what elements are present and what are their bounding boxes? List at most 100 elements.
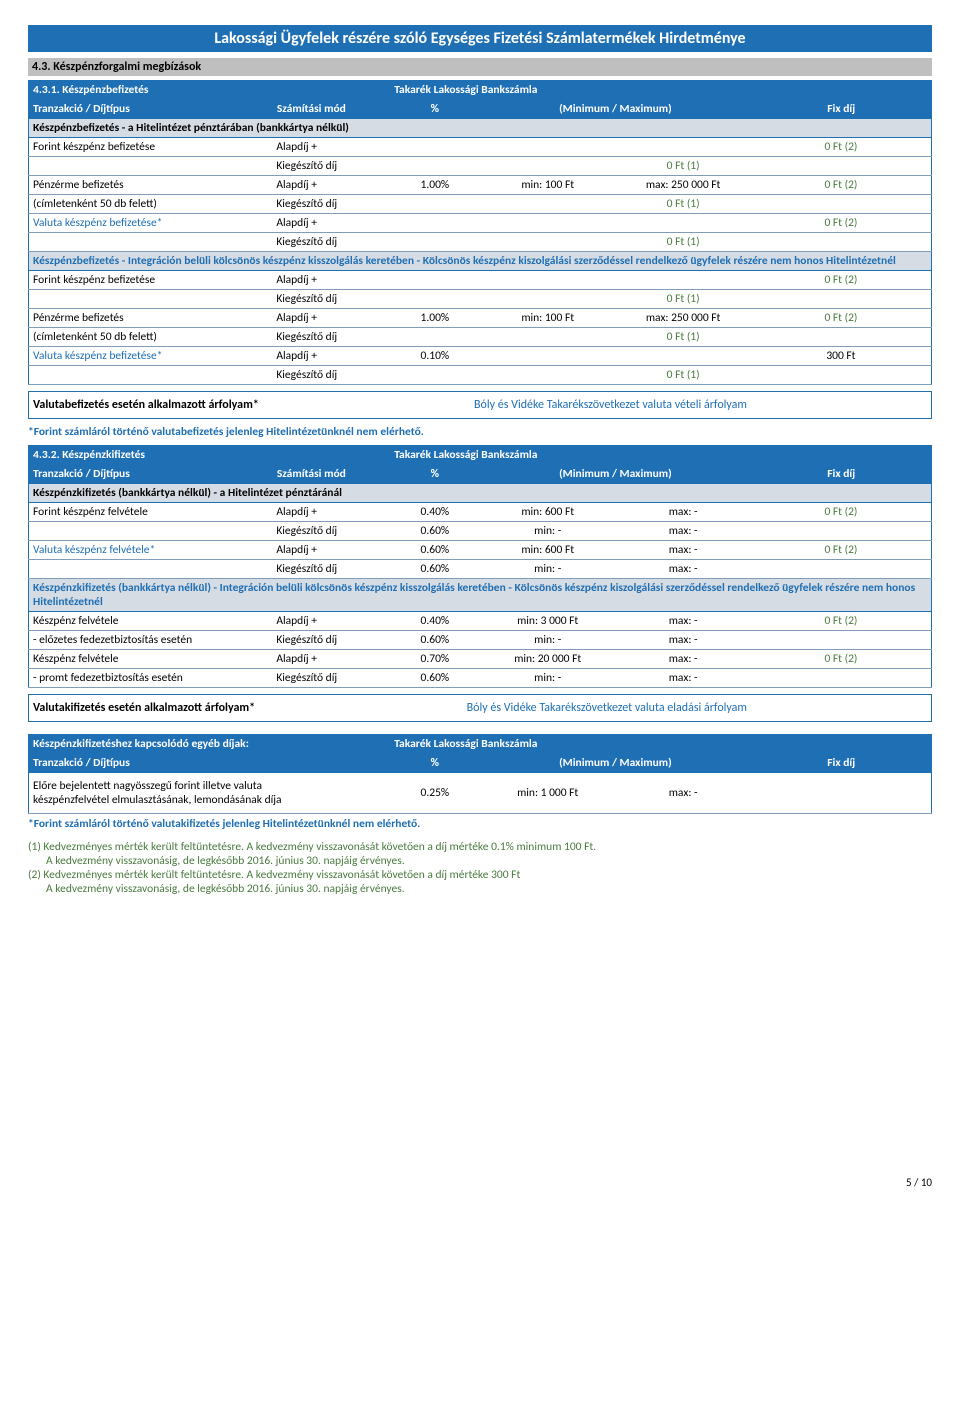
table-431: 4.3.1. Készpénzbefizetés Takarék Lakossá… <box>28 80 932 385</box>
table-row: Valuta készpénz felvétele*Alapdíj +0.60%… <box>29 541 932 560</box>
cell: 0 Ft (2) <box>751 612 932 631</box>
table-row: Forint készpénz felvételeAlapdíj +0.40%m… <box>29 503 932 522</box>
cell: min: 100 Ft <box>480 176 615 195</box>
note-box-2: Valutakifizetés esetén alkalmazott árfol… <box>28 694 932 722</box>
t1-c1: Tranzakció / Díjtípus <box>29 100 273 119</box>
cell <box>29 560 273 579</box>
cell: 1.00% <box>390 176 480 195</box>
cell: max: - <box>615 612 750 631</box>
cell <box>480 214 615 233</box>
note1-right: Bóly és Vidéke Takarékszövetkezet valuta… <box>474 398 927 412</box>
cell: Kiegészítő díj <box>272 195 389 214</box>
cell <box>751 522 932 541</box>
cell <box>751 195 932 214</box>
cell: 0.60% <box>390 631 480 650</box>
cell <box>615 214 750 233</box>
cell: max: - <box>615 631 750 650</box>
cell: Valuta készpénz befizetése* <box>29 347 273 366</box>
cell: 0 Ft (1) <box>615 290 750 309</box>
cell <box>751 233 932 252</box>
cell <box>390 138 480 157</box>
t2-c1: Tranzakció / Díjtípus <box>29 465 273 484</box>
t3-c3: % <box>390 754 480 773</box>
cell <box>480 347 615 366</box>
cell: 1.00% <box>390 309 480 328</box>
cell <box>480 328 615 347</box>
cell: Alapdíj + <box>272 309 389 328</box>
cell: Kiegészítő díj <box>272 631 389 650</box>
t1-header-right: Takarék Lakossági Bankszámla <box>390 81 932 100</box>
t2-c3: % <box>390 465 480 484</box>
t3-header-left: Készpénzkifizetéshez kapcsolódó egyéb dí… <box>29 735 390 754</box>
cell <box>751 328 932 347</box>
page-number: 5 / 10 <box>28 1176 932 1189</box>
cell <box>480 271 615 290</box>
cell: Kiegészítő díj <box>272 669 389 688</box>
cell: Kiegészítő díj <box>272 560 389 579</box>
cell: 0.60% <box>390 669 480 688</box>
cell: max: 250 000 Ft <box>615 309 750 328</box>
t3-max: max: - <box>615 773 750 814</box>
cell: (címletenként 50 db felett) <box>29 328 273 347</box>
cell: 0 Ft (1) <box>615 328 750 347</box>
cell <box>29 366 273 385</box>
kedvez-1a: (1) Kedvezményes mérték került feltüntet… <box>28 840 932 854</box>
cell: Pénzérme befizetés <box>29 309 273 328</box>
t1-c5: Fix díj <box>751 100 932 119</box>
table-row: Készpénz felvételeAlapdíj +0.40%min: 3 0… <box>29 612 932 631</box>
table-row: Kiegészítő díj0.60%min: -max: - <box>29 522 932 541</box>
t3-c2 <box>272 754 389 773</box>
cell: min: 100 Ft <box>480 309 615 328</box>
cell: Kiegészítő díj <box>272 522 389 541</box>
cell: min: - <box>480 522 615 541</box>
cell: Alapdíj + <box>272 541 389 560</box>
cell: max: - <box>615 522 750 541</box>
cell <box>390 214 480 233</box>
note-box-1: Valutabefizetés esetén alkalmazott árfol… <box>28 391 932 419</box>
cell <box>480 290 615 309</box>
cell <box>615 347 750 366</box>
cell: 0 Ft (1) <box>615 366 750 385</box>
cell: 0 Ft (2) <box>751 503 932 522</box>
cell: 0 Ft (2) <box>751 176 932 195</box>
cell: Valuta készpénz felvétele* <box>29 541 273 560</box>
cell: 0 Ft (2) <box>751 309 932 328</box>
table-row: Forint készpénz befizetéseAlapdíj +0 Ft … <box>29 271 932 290</box>
kedvez-1b: A kedvezmény visszavonásig, de legkésőbb… <box>28 854 932 868</box>
table-row: Kiegészítő díj0 Ft (1) <box>29 366 932 385</box>
cell: min: 600 Ft <box>480 541 615 560</box>
cell: 0 Ft (2) <box>751 138 932 157</box>
cell <box>480 157 615 176</box>
cell: max: - <box>615 541 750 560</box>
cell: Alapdíj + <box>272 271 389 290</box>
t3-c4: (Minimum / Maximum) <box>480 754 751 773</box>
page-title-bar: Lakossági Ügyfelek részére szóló Egysége… <box>28 25 932 52</box>
cell: Alapdíj + <box>272 503 389 522</box>
table-row: Készpénz felvételeAlapdíj +0.70%min: 20 … <box>29 650 932 669</box>
cell: min: - <box>480 560 615 579</box>
t2-c5: Fix díj <box>751 465 932 484</box>
cell: 0 Ft (2) <box>751 271 932 290</box>
cell <box>480 195 615 214</box>
table-row: Pénzérme befizetésAlapdíj +1.00%min: 100… <box>29 176 932 195</box>
cell: Alapdíj + <box>272 214 389 233</box>
cell: max: - <box>615 669 750 688</box>
cell <box>751 366 932 385</box>
cell <box>615 138 750 157</box>
cell: max: - <box>615 560 750 579</box>
cell: 0.60% <box>390 522 480 541</box>
table-row: (címletenként 50 db felett)Kiegészítő dí… <box>29 328 932 347</box>
table-row: - promt fedezetbiztosítás eseténKiegészí… <box>29 669 932 688</box>
cell <box>29 290 273 309</box>
cell <box>29 157 273 176</box>
section-heading: 4.3. Készpénzforgalmi megbízások <box>28 58 932 76</box>
cell <box>751 290 932 309</box>
t3-c1: Tranzakció / Díjtípus <box>29 754 273 773</box>
table-row: Pénzérme befizetésAlapdíj +1.00%min: 100… <box>29 309 932 328</box>
t2-sub1: Készpénzkifizetés (bankkártya nélkül) - … <box>29 484 932 503</box>
cell <box>390 233 480 252</box>
t3-pct: 0.25% <box>390 773 480 814</box>
cell: - promt fedezetbiztosítás esetén <box>29 669 273 688</box>
cell: 0.70% <box>390 650 480 669</box>
t1-c2: Számítási mód <box>272 100 389 119</box>
